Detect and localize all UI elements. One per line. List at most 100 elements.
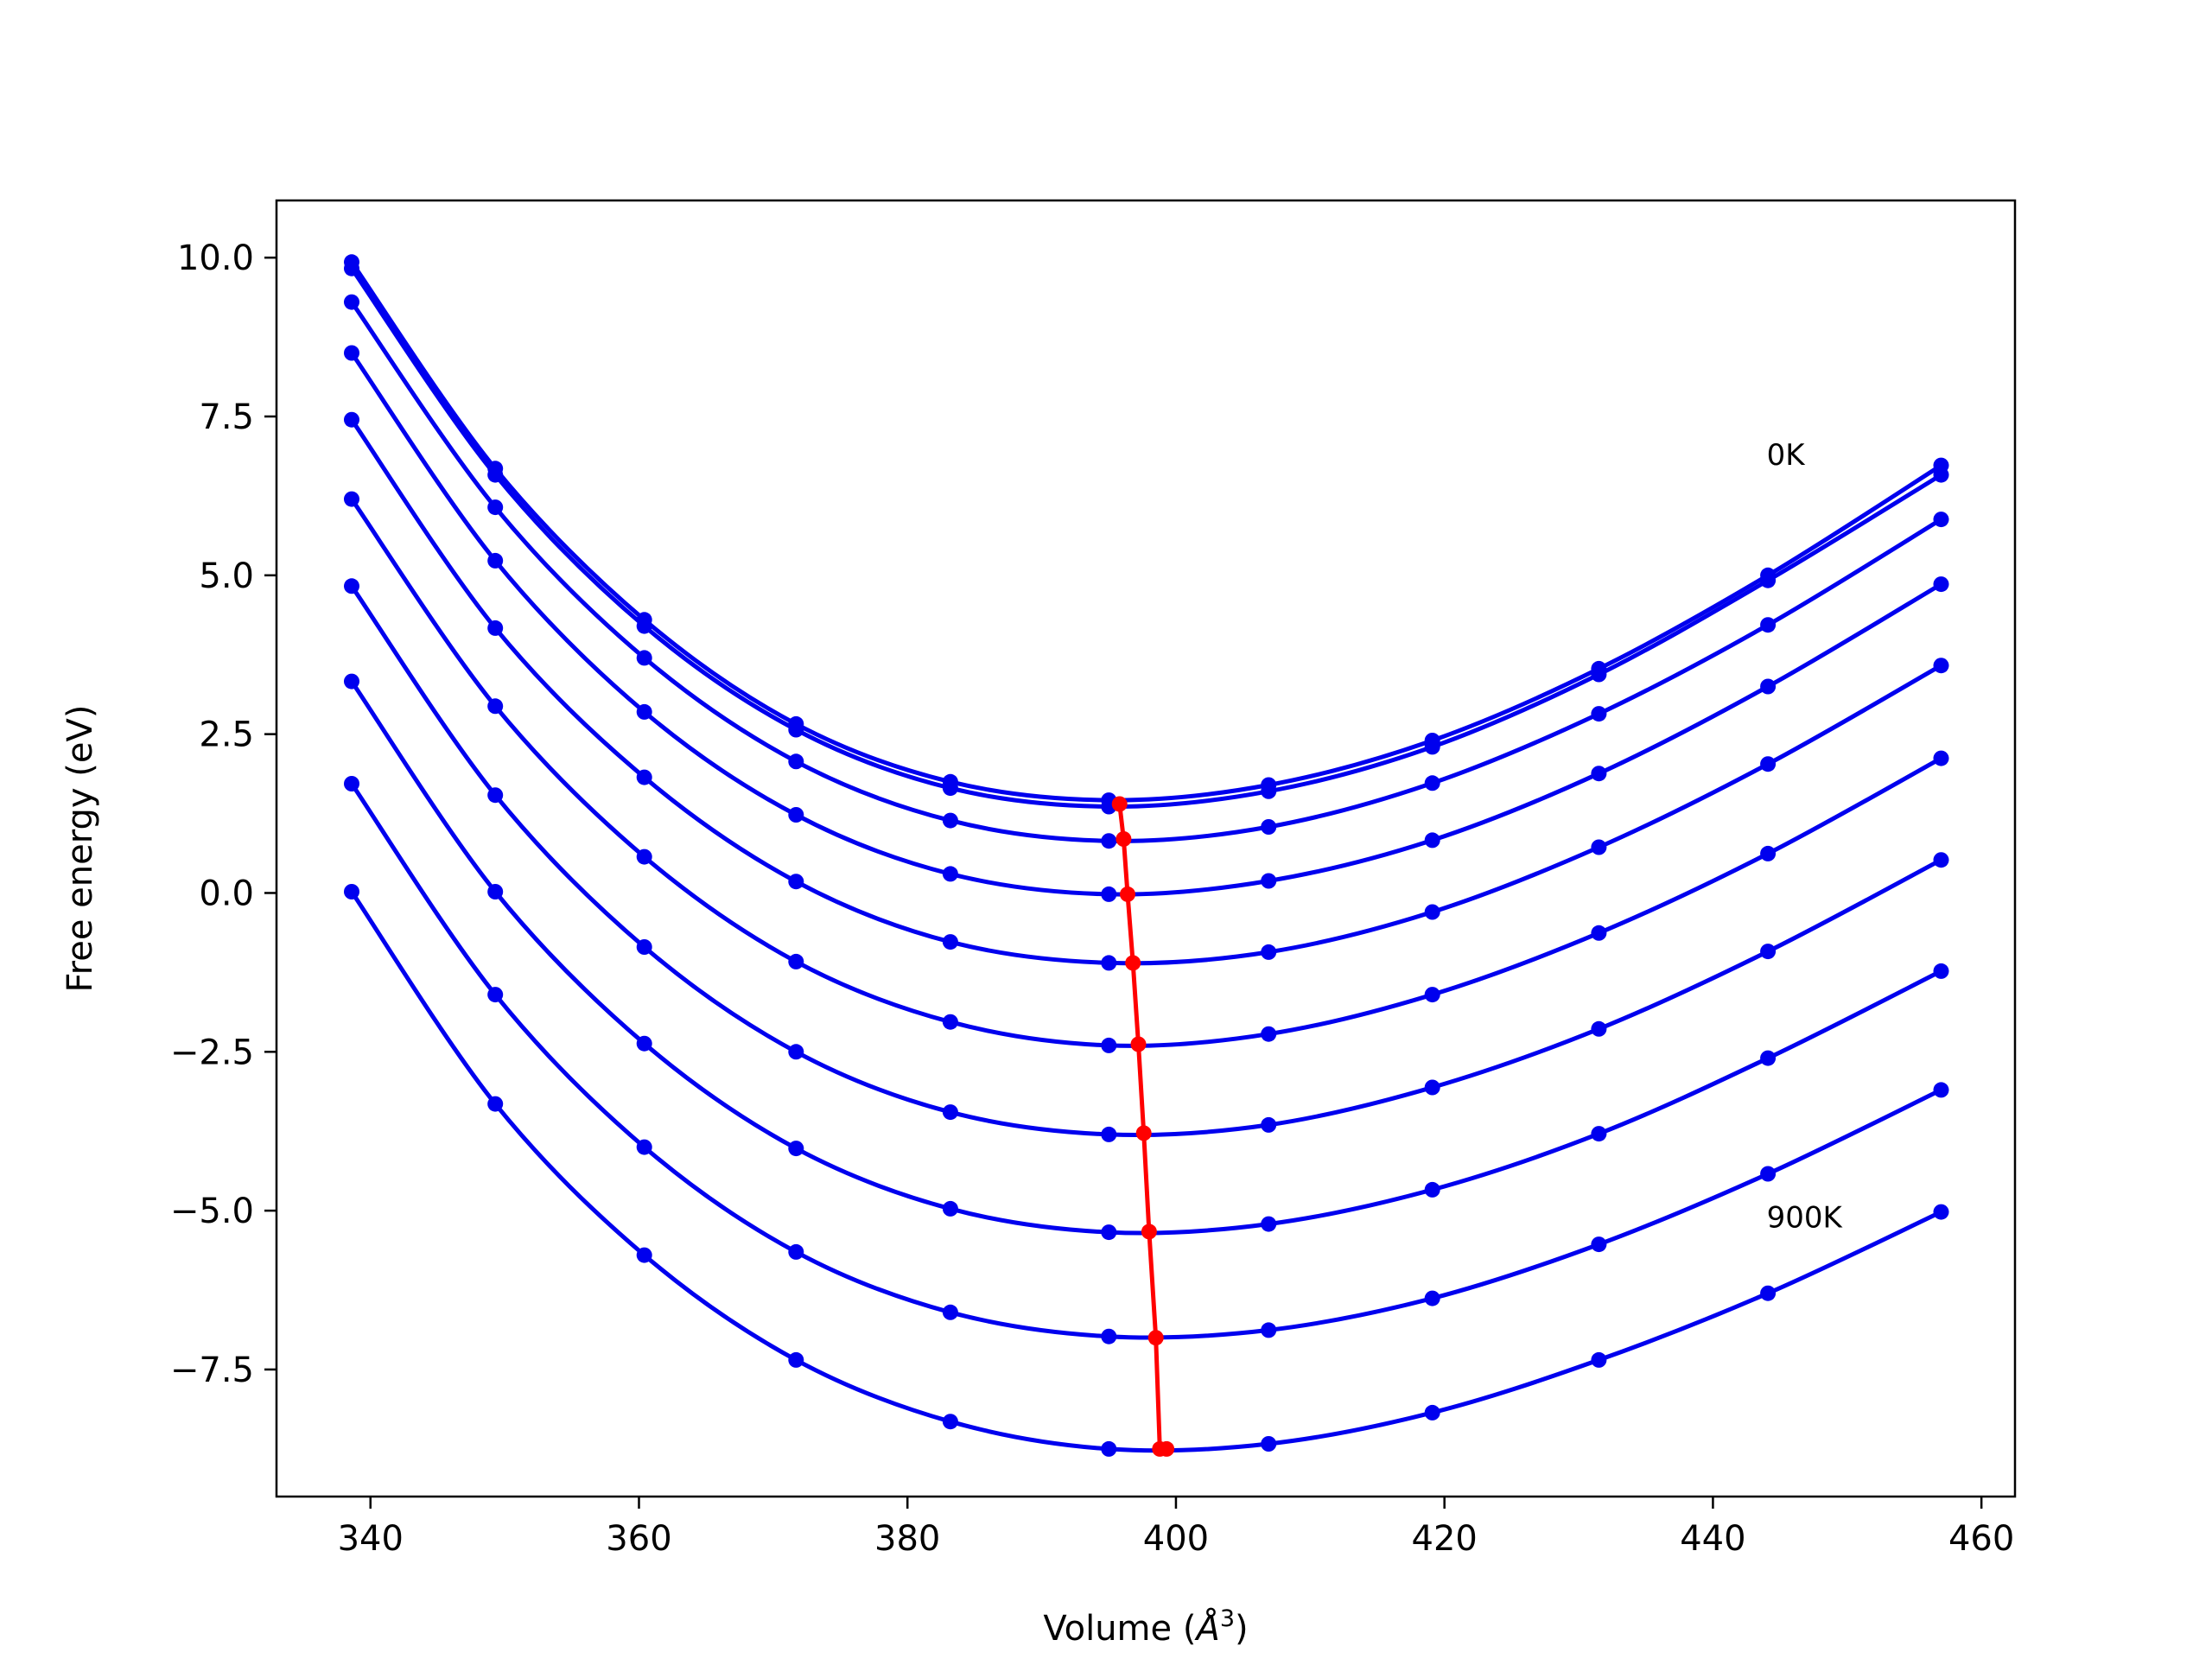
data-point (1424, 1290, 1440, 1306)
data-point (1933, 1082, 1949, 1098)
series-line-7 (349, 680, 1942, 1236)
data-point (788, 1044, 804, 1060)
data-point (1933, 963, 1949, 979)
data-point (1933, 512, 1949, 528)
data-point (487, 499, 504, 516)
data-point (487, 467, 504, 483)
y-axis: 10.0 7.5 5.0 2.5 0.0 −2.5 −5.0 −7.5 (170, 238, 276, 1390)
data-point (1760, 756, 1777, 772)
minimum-line (1117, 804, 1167, 1452)
data-point (636, 849, 652, 865)
data-point (788, 807, 804, 823)
data-point (1591, 1351, 1607, 1368)
data-point (942, 812, 958, 829)
data-point (1261, 873, 1277, 889)
data-point (487, 552, 504, 569)
data-point (1101, 1126, 1117, 1142)
data-point (1424, 775, 1440, 791)
x-tick-label: 340 (338, 1519, 404, 1559)
minimum-point (1111, 796, 1128, 812)
data-point (344, 491, 359, 507)
x-tick-label: 440 (1680, 1519, 1745, 1559)
series-4 (344, 411, 1949, 971)
data-point (1933, 750, 1949, 766)
minimum-point (1120, 886, 1135, 902)
x-axis: 340 360 380 400 420 440 460 (338, 1497, 2014, 1559)
data-point (1424, 1079, 1440, 1096)
data-point (1101, 886, 1117, 902)
x-tick-label: 420 (1412, 1519, 1478, 1559)
y-axis-title: Free energy (eV) (60, 705, 100, 993)
data-point (1261, 819, 1277, 835)
data-point (1101, 1224, 1117, 1241)
data-point (942, 780, 958, 797)
data-point (942, 1200, 958, 1217)
data-point (942, 1104, 958, 1121)
data-point (1591, 1236, 1607, 1253)
plot-frame (275, 199, 2017, 1498)
series-5 (344, 491, 1949, 1053)
data-point (1261, 1116, 1277, 1133)
minimum-point (1116, 831, 1132, 847)
series-7 (344, 673, 1949, 1241)
x-tick-label: 360 (606, 1519, 671, 1559)
data-point (344, 260, 359, 276)
minimum-point (1135, 1125, 1152, 1141)
data-point (1261, 944, 1277, 960)
data-point (344, 776, 359, 791)
series-8 (344, 776, 1949, 1344)
data-point (1424, 1404, 1440, 1421)
data-point (487, 787, 504, 804)
data-point (344, 884, 359, 899)
data-point (1933, 658, 1949, 674)
series-1 (344, 260, 1949, 815)
data-point (487, 884, 504, 899)
data-point (942, 866, 958, 882)
series-6 (344, 578, 1949, 1142)
y-tick-label: 2.5 (199, 715, 254, 755)
y-tick-label: 5.0 (199, 556, 254, 596)
x-axis-title: Volume (Å3) (1043, 1605, 1248, 1649)
data-point (636, 618, 652, 634)
series-9 (344, 884, 1949, 1457)
y-tick-label: −2.5 (170, 1033, 254, 1072)
data-point (1591, 1126, 1607, 1142)
data-point (1591, 1020, 1607, 1037)
data-point (942, 1304, 958, 1320)
data-point (1760, 572, 1777, 588)
data-point (636, 939, 652, 955)
y-tick-label: −5.0 (170, 1192, 254, 1231)
data-point (1261, 783, 1277, 799)
minimum-point (1159, 1440, 1175, 1457)
annotation-label: 0K (1767, 438, 1807, 473)
series-2 (344, 294, 1949, 849)
data-point (344, 673, 359, 690)
data-point (1261, 1436, 1277, 1452)
data-point (1101, 833, 1117, 849)
data-point (1424, 832, 1440, 849)
data-point (636, 1247, 652, 1263)
series-line-8 (349, 782, 1942, 1340)
data-point (636, 1139, 652, 1155)
minimum-point (1147, 1330, 1164, 1346)
data-point (1760, 1050, 1777, 1066)
y-tick-label: 0.0 (199, 874, 254, 913)
data-point (1760, 678, 1777, 695)
data-point (1424, 987, 1440, 1003)
data-point (1760, 1166, 1777, 1182)
data-point (1760, 845, 1777, 861)
y-tick-label: 10.0 (177, 238, 254, 278)
data-point (788, 874, 804, 890)
data-point (1591, 839, 1607, 855)
y-tick-label: −7.5 (170, 1351, 254, 1390)
data-point (1933, 852, 1949, 868)
data-point (1591, 666, 1607, 683)
annotation-label: 900K (1767, 1200, 1844, 1235)
data-point (344, 578, 359, 594)
data-point (1101, 1440, 1117, 1457)
minimum-line-layer (1111, 796, 1175, 1457)
data-point (636, 650, 652, 666)
series-3 (344, 345, 1949, 902)
data-point (788, 753, 804, 770)
